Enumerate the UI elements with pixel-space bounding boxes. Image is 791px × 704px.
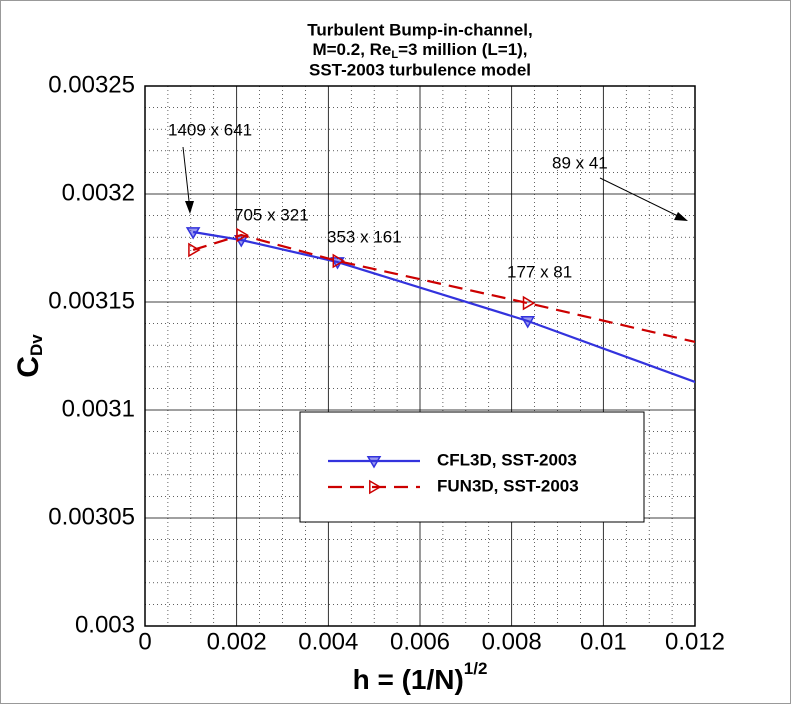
x-label-sup: 1/2 (464, 659, 488, 678)
arrowhead (674, 212, 688, 221)
y-label-main: C (12, 356, 45, 378)
y-tick-label: 0.0031 (62, 395, 135, 422)
x-axis-label: h = (1/N)1/2 (353, 659, 488, 695)
legend-label: CFL3D, SST-2003 (437, 450, 577, 469)
annotation: 177 x 81 (507, 262, 572, 281)
y-axis-label: CDv (12, 334, 47, 378)
marker (369, 479, 382, 495)
title-part: =3 million (L=1), (398, 40, 527, 59)
marker (366, 456, 382, 469)
title-line: M=0.2, ReL=3 million (L=1), (312, 40, 527, 60)
marker (332, 253, 345, 269)
annotation-arrow (182, 146, 191, 211)
title-sub: L (391, 49, 398, 61)
x-tick-label: 0 (138, 628, 151, 655)
x-label-main: h = (1/N) (353, 664, 464, 695)
x-tick-label: 0.004 (298, 628, 358, 655)
annotation: 705 x 321 (234, 205, 309, 224)
y-tick-label: 0.00305 (48, 503, 135, 530)
arrowhead (185, 201, 194, 214)
y-tick-label: 0.00325 (48, 71, 135, 98)
marker (188, 242, 201, 258)
y-label-sub: Dv (27, 334, 46, 356)
annotation-arrow (599, 177, 685, 220)
annotation: 89 x 41 (552, 153, 608, 172)
plot-border (144, 85, 696, 627)
x-tick-label: 0.01 (580, 628, 627, 655)
legend (299, 411, 645, 523)
annotation: 1409 x 641 (168, 120, 252, 139)
marker (236, 227, 249, 243)
title-part: M=0.2, Re (312, 40, 391, 59)
annotation: 353 x 161 (327, 227, 402, 246)
data-layer (185, 227, 695, 384)
y-tick-label: 0.003 (75, 611, 135, 638)
x-tick-label: 0.012 (665, 628, 725, 655)
x-tick-label: 0.008 (482, 628, 542, 655)
title-line: Turbulent Bump-in-channel, (307, 20, 532, 39)
y-tick-label: 0.0032 (62, 179, 135, 206)
marker (520, 316, 536, 329)
title-line: SST-2003 turbulence model (309, 60, 531, 79)
marker (185, 227, 201, 240)
y-tick-label: 0.00315 (48, 287, 135, 314)
marker (522, 295, 536, 311)
x-tick-label: 0.006 (390, 628, 450, 655)
x-tick-label: 0.002 (207, 628, 267, 655)
series-line (192, 233, 695, 344)
legend-items: CFL3D, SST-2003 FUN3D, SST-2003 (328, 450, 579, 495)
legend-label: FUN3D, SST-2003 (437, 476, 579, 495)
